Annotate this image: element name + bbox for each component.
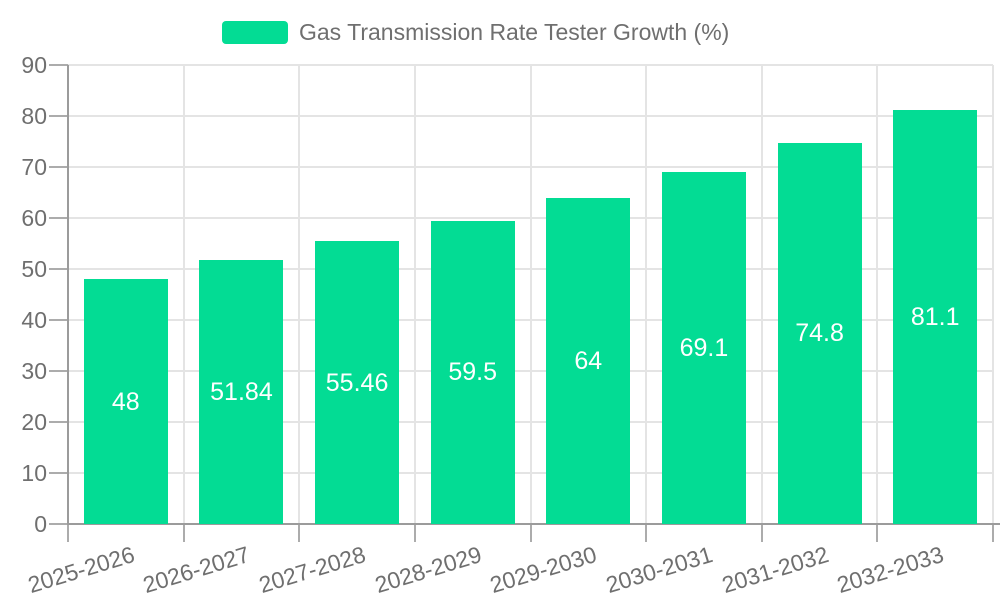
y-axis-tick [49,115,68,117]
x-axis-tick [67,524,69,542]
gridline [182,65,185,524]
y-axis-tick-label: 40 [21,307,47,333]
x-axis-tick [992,524,994,542]
bar[interactable] [777,142,862,524]
gridline [992,65,994,524]
bar-value-label: 55.46 [325,368,389,397]
x-axis-tick [529,524,532,542]
y-axis-tick-label: 10 [21,460,47,486]
bar[interactable] [893,110,978,524]
x-axis-tick [876,524,879,542]
chart-legend[interactable]: Gas Transmission Rate Tester Growth (%) [222,19,729,46]
gridline [529,65,532,524]
y-axis-line [67,65,69,524]
y-axis-tick [49,472,68,474]
x-axis-tick [298,524,301,542]
bar[interactable] [315,241,400,524]
y-axis-tick [49,421,68,423]
x-axis-tick-label: 2032-2033 [833,541,947,599]
bar-value-label: 48 [111,387,140,416]
x-axis-tick-label: 2025-2026 [24,541,138,599]
bar[interactable] [199,259,284,524]
legend-swatch [222,21,288,44]
x-axis-tick-label: 2028-2029 [371,541,485,599]
bar-value-label: 69.1 [679,333,729,362]
gridline [298,65,301,524]
x-axis-line [67,523,1000,525]
bar-value-label: 51.84 [210,377,273,406]
x-axis-tick-label: 2029-2030 [487,541,600,599]
gridline [760,65,763,524]
gridline [876,65,879,524]
bar-value-label: 59.5 [448,358,498,387]
gridline [413,65,416,524]
bar-value-label: 74.8 [795,319,844,348]
legend-label: Gas Transmission Rate Tester Growth (%) [299,19,730,45]
y-axis-tick [49,64,68,66]
bar[interactable] [661,171,746,524]
gridline [645,65,648,524]
y-axis-tick [49,166,68,168]
y-axis-tick-label: 80 [21,103,47,129]
y-axis-tick [49,268,68,270]
y-axis-tick [49,319,68,321]
x-axis-tick-label: 2031-2032 [718,541,832,599]
x-axis-tick-label: 2027-2028 [255,541,369,599]
x-axis-tick [645,524,648,542]
y-axis-tick [49,370,68,372]
y-axis-tick-label: 30 [21,358,47,384]
y-axis-tick-label: 0 [34,511,47,537]
y-axis-tick [49,523,68,525]
x-axis-tick-label: 2026-2027 [140,541,254,599]
bar[interactable] [430,220,515,524]
y-axis-tick-label: 70 [21,154,47,180]
y-axis-tick-label: 20 [21,409,47,435]
bar-value-label: 81.1 [910,303,960,332]
y-axis-tick-label: 50 [21,256,47,282]
x-axis-tick-label: 2030-2031 [602,541,716,599]
y-axis-tick-label: 90 [21,52,47,78]
bar-value-label: 64 [574,346,603,375]
bar[interactable] [546,197,631,524]
bar[interactable] [83,279,168,524]
y-axis-tick [49,217,68,219]
x-axis-tick [182,524,185,542]
y-axis-tick-label: 60 [21,205,47,231]
x-axis-tick [413,524,416,542]
x-axis-tick [760,524,763,542]
